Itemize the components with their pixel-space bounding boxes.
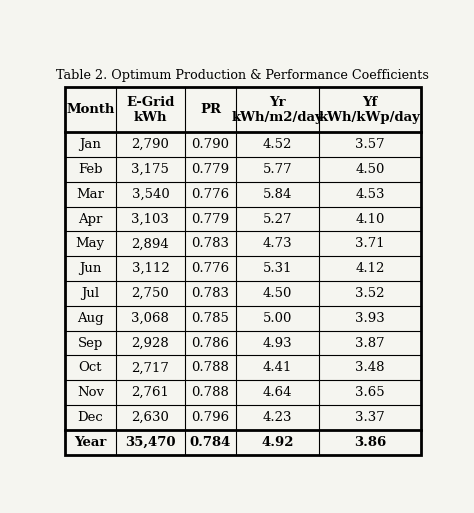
Text: 4.23: 4.23: [263, 411, 292, 424]
Text: 5.00: 5.00: [263, 312, 292, 325]
Text: 3,175: 3,175: [131, 163, 169, 176]
Text: Nov: Nov: [77, 386, 104, 399]
Text: 4.73: 4.73: [263, 238, 292, 250]
Text: Yr
kWh/m2/day: Yr kWh/m2/day: [231, 96, 323, 124]
Text: 4.10: 4.10: [355, 212, 384, 226]
Text: 4.53: 4.53: [355, 188, 385, 201]
Text: 4.64: 4.64: [263, 386, 292, 399]
Text: 4.50: 4.50: [263, 287, 292, 300]
Text: 3.87: 3.87: [355, 337, 385, 349]
Text: 3.86: 3.86: [354, 436, 386, 449]
Text: 3.93: 3.93: [355, 312, 385, 325]
Text: 4.92: 4.92: [261, 436, 293, 449]
Text: Dec: Dec: [77, 411, 103, 424]
Text: Aug: Aug: [77, 312, 104, 325]
Text: Year: Year: [74, 436, 107, 449]
Text: 3,112: 3,112: [131, 262, 169, 275]
Text: PR: PR: [200, 103, 221, 116]
Text: 0.779: 0.779: [191, 212, 229, 226]
Text: 4.52: 4.52: [263, 138, 292, 151]
Text: 5.27: 5.27: [263, 212, 292, 226]
Text: 3,540: 3,540: [131, 188, 169, 201]
Text: Oct: Oct: [79, 361, 102, 374]
Text: 2,790: 2,790: [131, 138, 169, 151]
Text: 0.783: 0.783: [191, 238, 229, 250]
Text: 3.37: 3.37: [355, 411, 385, 424]
Text: 0.779: 0.779: [191, 163, 229, 176]
Text: Table 2. Optimum Production & Performance Coefficients: Table 2. Optimum Production & Performanc…: [56, 69, 429, 82]
Text: 2,630: 2,630: [131, 411, 169, 424]
Text: 3,103: 3,103: [131, 212, 169, 226]
Text: Feb: Feb: [78, 163, 102, 176]
Text: Jul: Jul: [81, 287, 100, 300]
Text: Jan: Jan: [80, 138, 101, 151]
Text: 4.41: 4.41: [263, 361, 292, 374]
Text: 3.48: 3.48: [355, 361, 385, 374]
Text: 4.93: 4.93: [263, 337, 292, 349]
Text: 3.71: 3.71: [355, 238, 385, 250]
Text: Month: Month: [66, 103, 115, 116]
Text: 0.788: 0.788: [191, 386, 229, 399]
Text: E-Grid
kWh: E-Grid kWh: [126, 96, 174, 124]
Text: 4.12: 4.12: [355, 262, 384, 275]
Text: 0.786: 0.786: [191, 337, 229, 349]
Text: May: May: [76, 238, 105, 250]
Text: 2,894: 2,894: [131, 238, 169, 250]
Text: 0.776: 0.776: [191, 262, 229, 275]
Text: 3.52: 3.52: [355, 287, 385, 300]
Text: 2,750: 2,750: [131, 287, 169, 300]
Text: 0.776: 0.776: [191, 188, 229, 201]
Text: 3,068: 3,068: [131, 312, 169, 325]
Text: 3.65: 3.65: [355, 386, 385, 399]
Text: Sep: Sep: [78, 337, 103, 349]
Text: 5.31: 5.31: [263, 262, 292, 275]
Text: Jun: Jun: [79, 262, 101, 275]
Text: 2,928: 2,928: [131, 337, 169, 349]
Text: 35,470: 35,470: [125, 436, 176, 449]
Text: 4.50: 4.50: [355, 163, 384, 176]
Text: 0.783: 0.783: [191, 287, 229, 300]
Text: 3.57: 3.57: [355, 138, 385, 151]
Text: 0.784: 0.784: [190, 436, 231, 449]
Text: 0.785: 0.785: [191, 312, 229, 325]
Text: 0.790: 0.790: [191, 138, 229, 151]
Text: Yf
kWh/kWp/day: Yf kWh/kWp/day: [319, 96, 421, 124]
Text: Mar: Mar: [76, 188, 104, 201]
Text: Apr: Apr: [78, 212, 102, 226]
Text: 5.84: 5.84: [263, 188, 292, 201]
Text: 0.788: 0.788: [191, 361, 229, 374]
Text: 2,761: 2,761: [131, 386, 169, 399]
Text: 5.77: 5.77: [263, 163, 292, 176]
Text: 2,717: 2,717: [131, 361, 169, 374]
Text: 0.796: 0.796: [191, 411, 229, 424]
